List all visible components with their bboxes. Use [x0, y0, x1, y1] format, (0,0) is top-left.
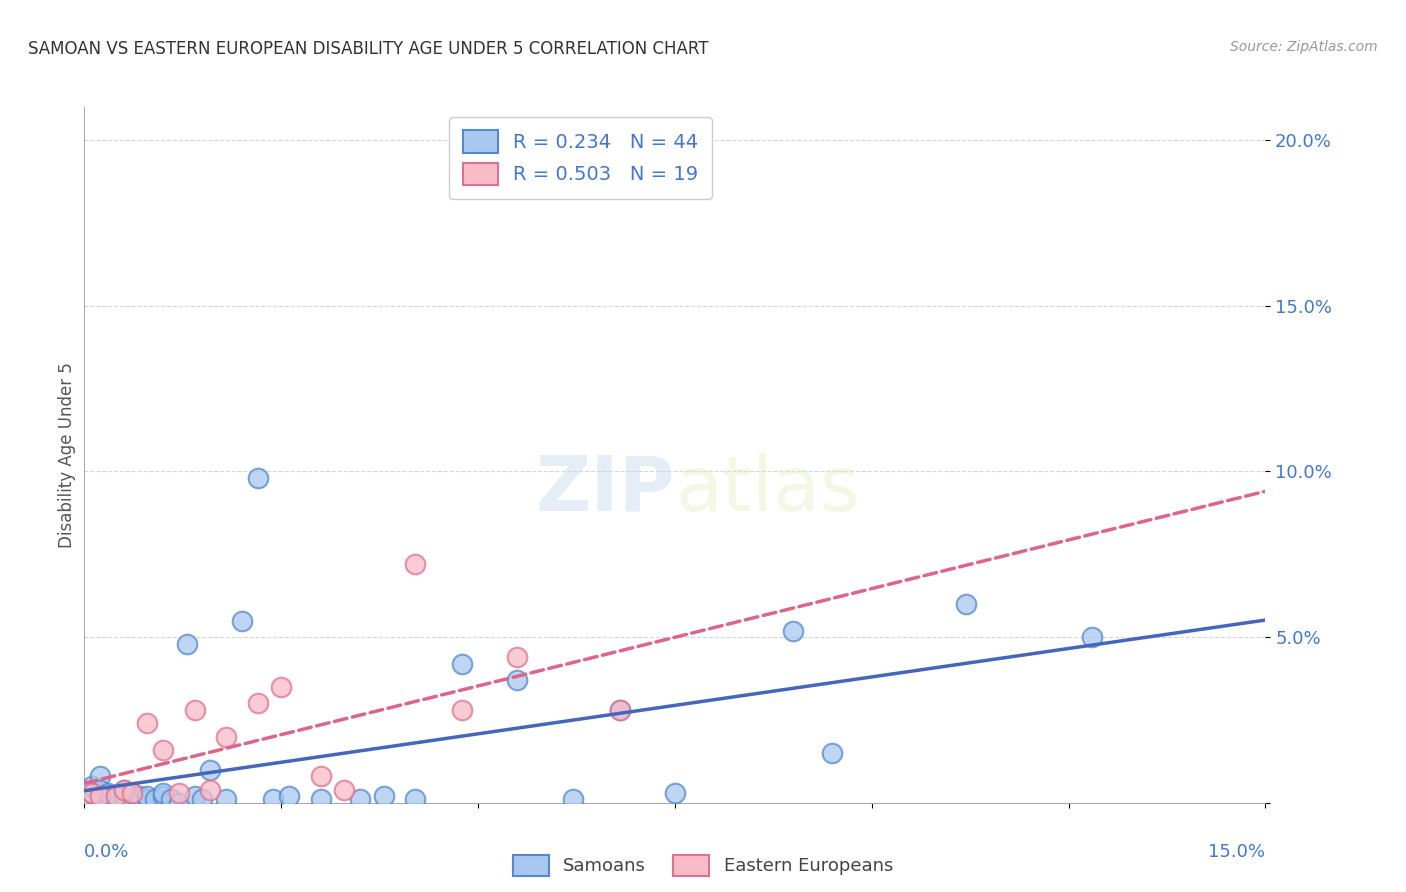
Point	[82, 779, 104, 793]
Point	[349, 792, 371, 806]
Point	[183, 703, 205, 717]
Point	[231, 614, 253, 628]
Point	[104, 789, 127, 804]
Point	[246, 471, 269, 485]
Point	[104, 789, 127, 804]
Point	[82, 786, 104, 800]
Point	[215, 730, 238, 744]
Point	[128, 792, 150, 806]
Point	[200, 782, 222, 797]
Point	[97, 786, 120, 800]
Point	[112, 789, 135, 804]
Point	[167, 786, 190, 800]
Point	[89, 789, 111, 804]
Legend: Samoans, Eastern Europeans: Samoans, Eastern Europeans	[506, 847, 900, 883]
Point	[152, 786, 174, 800]
Point	[121, 792, 143, 806]
Text: ZIP: ZIP	[536, 453, 675, 526]
Point	[121, 786, 143, 800]
Point	[782, 624, 804, 638]
Point	[183, 789, 205, 804]
Point	[609, 703, 631, 717]
Point	[215, 792, 238, 806]
Point	[176, 637, 198, 651]
Point	[121, 786, 143, 800]
Point	[404, 558, 426, 572]
Point	[270, 680, 292, 694]
Point	[1081, 630, 1104, 644]
Point	[104, 792, 127, 806]
Point	[128, 789, 150, 804]
Point	[561, 792, 583, 806]
Point	[246, 697, 269, 711]
Point	[262, 792, 284, 806]
Point	[89, 782, 111, 797]
Point	[664, 786, 686, 800]
Point	[451, 657, 474, 671]
Legend: R = 0.234   N = 44, R = 0.503   N = 19: R = 0.234 N = 44, R = 0.503 N = 19	[449, 117, 711, 199]
Point	[136, 789, 159, 804]
Point	[97, 792, 120, 806]
Point	[506, 650, 529, 665]
Point	[309, 792, 332, 806]
Point	[191, 792, 214, 806]
Point	[152, 743, 174, 757]
Point	[143, 792, 166, 806]
Point	[82, 786, 104, 800]
Point	[152, 789, 174, 804]
Text: 0.0%: 0.0%	[84, 843, 129, 861]
Text: SAMOAN VS EASTERN EUROPEAN DISABILITY AGE UNDER 5 CORRELATION CHART: SAMOAN VS EASTERN EUROPEAN DISABILITY AG…	[28, 40, 709, 58]
Text: Source: ZipAtlas.com: Source: ZipAtlas.com	[1230, 40, 1378, 54]
Point	[200, 763, 222, 777]
Point	[160, 792, 183, 806]
Point	[309, 769, 332, 783]
Point	[278, 789, 301, 804]
Point	[506, 673, 529, 688]
Point	[955, 597, 977, 611]
Point	[112, 782, 135, 797]
Point	[136, 792, 159, 806]
Text: atlas: atlas	[675, 453, 859, 526]
Point	[373, 789, 395, 804]
Point	[89, 789, 111, 804]
Point	[136, 716, 159, 731]
Point	[112, 782, 135, 797]
Point	[167, 796, 190, 810]
Point	[609, 703, 631, 717]
Y-axis label: Disability Age Under 5: Disability Age Under 5	[58, 362, 76, 548]
Point	[333, 782, 356, 797]
Point	[404, 792, 426, 806]
Point	[821, 746, 844, 760]
Point	[89, 769, 111, 783]
Point	[451, 703, 474, 717]
Text: 15.0%: 15.0%	[1208, 843, 1265, 861]
